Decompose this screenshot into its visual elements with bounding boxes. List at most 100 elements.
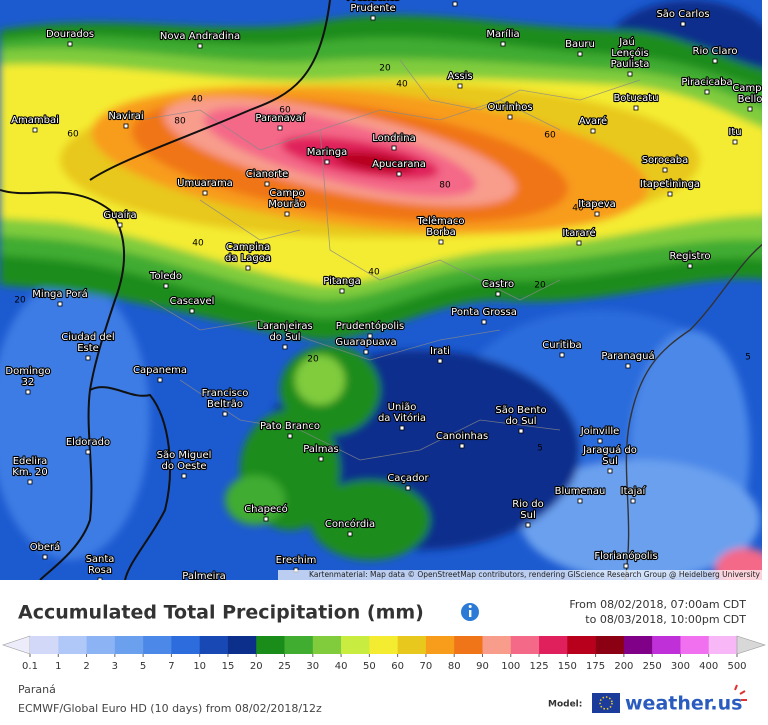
city-label: Rio do <box>512 499 544 510</box>
scale-swatch <box>652 636 681 654</box>
city-label: Jaú <box>618 36 634 48</box>
city-label: Palmeira <box>182 571 225 582</box>
city-marker <box>27 479 33 485</box>
scale-label: 60 <box>391 661 404 672</box>
city-label: Domingo <box>5 366 50 377</box>
city-label: Blumenau <box>555 486 606 497</box>
scale-swatch <box>199 636 229 654</box>
city-label: Toledo <box>149 271 182 282</box>
scale-swatch <box>341 636 370 654</box>
contour-label: 60 <box>67 130 79 140</box>
city-marker <box>577 498 583 504</box>
scale-swatch <box>539 636 568 654</box>
city-label: Marília <box>486 28 519 40</box>
city-marker <box>97 577 103 580</box>
city-marker <box>396 171 402 177</box>
city-label: Lençóis <box>611 47 649 59</box>
city-marker <box>459 443 465 449</box>
scale-swatch <box>482 636 512 654</box>
scale-label: 80 <box>448 661 461 672</box>
scale-arrow-left <box>2 635 31 655</box>
country-borders <box>0 0 331 580</box>
city-label: Piracicaba <box>681 77 732 88</box>
scale-label: 150 <box>558 661 577 672</box>
city-label: Santa <box>86 554 115 565</box>
attribution-bg <box>278 570 762 580</box>
city-marker <box>525 522 531 528</box>
scale-swatch <box>595 636 625 654</box>
city-label: Capanema <box>133 365 187 376</box>
contour-label: 5 <box>537 444 543 454</box>
city-marker <box>507 114 513 120</box>
scale-swatch <box>58 636 87 654</box>
city-marker <box>495 291 501 297</box>
contour-label: 5 <box>745 353 751 363</box>
city-label: Avaré <box>579 115 607 127</box>
ecmwf-flag <box>592 693 620 713</box>
city-label: Maringa <box>307 147 347 158</box>
city-label: Canoinhas <box>436 431 488 442</box>
city-marker <box>623 563 629 569</box>
date-from: From 08/02/2018, 07:00am CDT <box>569 598 746 611</box>
contour-label: 40 <box>368 268 380 278</box>
scale-swatch <box>708 636 738 654</box>
city-label: Francisco <box>202 388 249 399</box>
info-icon[interactable] <box>461 603 479 621</box>
city-marker <box>25 389 31 395</box>
scale-label: 200 <box>614 661 633 672</box>
city-label: São Bento <box>495 405 546 416</box>
city-label: Umuarama <box>177 178 233 189</box>
scale-swatch <box>623 636 653 654</box>
city-label: São Carlos <box>656 9 709 20</box>
scale-swatch <box>510 636 540 654</box>
scale-label: 50 <box>363 661 376 672</box>
scale-swatch <box>397 636 427 654</box>
city-label: Bello <box>738 94 763 105</box>
city-marker <box>163 283 169 289</box>
scale-label: 90 <box>476 661 489 672</box>
city-marker <box>277 125 283 131</box>
city-marker <box>339 288 345 294</box>
city-marker <box>189 308 195 314</box>
contour-label: 80 <box>174 117 186 127</box>
city-marker <box>363 349 369 355</box>
scale-swatch <box>454 636 483 654</box>
city-marker <box>452 1 458 7</box>
city-label: Laranjeiras <box>257 321 312 332</box>
city-marker <box>630 498 636 504</box>
region: Paraná <box>18 683 56 696</box>
city-label: Cianorte <box>246 169 289 180</box>
city-label: Campo <box>732 83 767 94</box>
city-label: Prudente <box>350 3 395 14</box>
city-marker <box>633 105 639 111</box>
city-marker <box>712 58 718 64</box>
city-label: Itapetininga <box>640 179 700 190</box>
city-label: Bauru <box>565 39 595 50</box>
city-label: Paranavaí <box>255 112 305 124</box>
scale-swatch <box>30 636 59 654</box>
city-marker <box>263 516 269 522</box>
city-label: Oberá <box>30 541 61 553</box>
city-marker <box>370 15 376 21</box>
scale-swatch <box>227 636 257 654</box>
precipitation-map: 40 60 80 80 60 40 40 40 20 20 20 5 5 40 60 20 Dourados N… <box>0 0 767 588</box>
brand-logo[interactable]: weather.us <box>625 693 742 715</box>
city-marker <box>202 584 206 588</box>
contour-label: 40 <box>396 80 408 90</box>
city-marker <box>282 344 288 350</box>
city-marker <box>627 71 633 77</box>
city-label: Ciudad del <box>61 332 114 343</box>
city-label: Presidente <box>347 0 400 3</box>
city-marker <box>32 127 38 133</box>
city-label: Ourinhos <box>487 102 532 113</box>
city-label: Rio Claro <box>693 46 738 57</box>
scale-swatch <box>425 636 455 654</box>
city-label: União <box>388 402 417 413</box>
contour-label: 40 <box>192 239 204 249</box>
city-label: Apucarana <box>372 159 426 170</box>
scale-label: 400 <box>699 661 718 672</box>
scale-label: 175 <box>586 661 605 672</box>
scale-swatch <box>284 636 314 654</box>
city-marker <box>576 240 582 246</box>
city-label: Sul <box>602 456 617 467</box>
